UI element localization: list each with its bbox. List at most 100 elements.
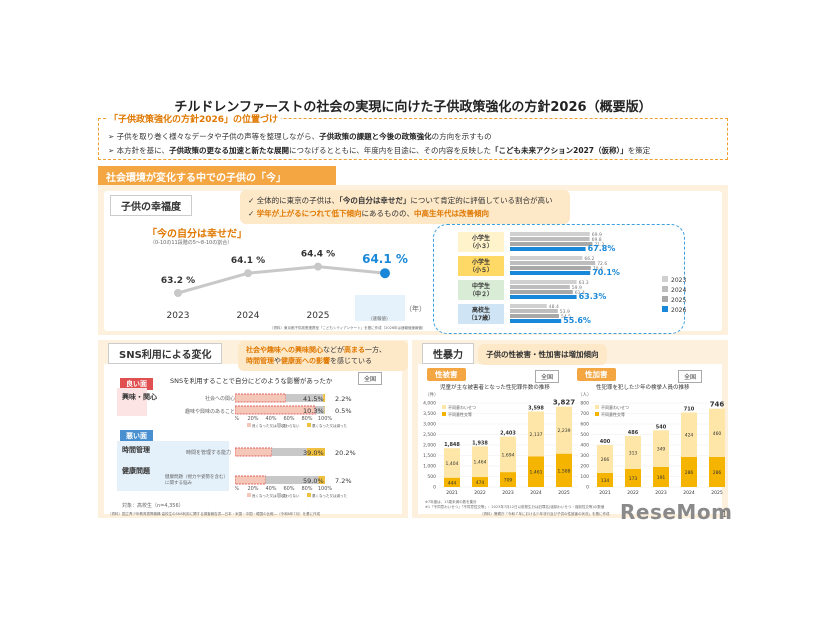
sns-bar-label: 20.2% xyxy=(335,449,356,457)
sns-tick-label: 20% xyxy=(247,486,258,492)
grade-bar-label: 72.6 xyxy=(597,261,607,267)
stacked-top-label: 1,694 xyxy=(502,452,515,458)
stacked-top-label: 424 xyxy=(685,433,694,439)
sns-bar-segment xyxy=(306,448,325,456)
sns-legend-swatch xyxy=(277,423,281,427)
stacked-bar-bottom xyxy=(681,456,697,487)
stacked-year-label: 2025 xyxy=(558,490,570,496)
stacked-legend-swatch xyxy=(595,405,599,409)
sns-bar-label: 2.2% xyxy=(335,395,352,403)
grade-bar-label: 71.2 xyxy=(594,242,604,248)
offender-tag: 性加害 xyxy=(577,368,616,381)
sns-bad-tag: 悪い面 xyxy=(120,430,153,442)
wellbeing-callout: ✓ 全体的に東京の子供は、「今の自分は幸せだ」について肯定的に評価している割合が… xyxy=(240,190,570,224)
offender-unit: （人） xyxy=(578,393,592,398)
grade-legend-label: 2026 xyxy=(671,307,686,314)
grade-legend-label: 2024 xyxy=(671,287,686,294)
stacked-tick-label: 3,500 xyxy=(423,411,436,417)
stacked-bar-bottom xyxy=(625,468,641,487)
sns-bar-segment xyxy=(318,476,325,484)
grade-bar-label: 55.6% xyxy=(563,316,591,325)
wellbeing-point xyxy=(380,268,390,279)
sns-bar-segment xyxy=(235,475,266,485)
wellbeing-year-label: 2025 xyxy=(307,311,330,321)
grade-legend-label: 2023 xyxy=(671,277,686,284)
grade-bar-label: 53.9 xyxy=(560,309,570,315)
sns-row-1-label: 社会への関心 xyxy=(205,396,236,402)
wellbeing-point xyxy=(244,269,252,278)
grade-category-sublabel: （小５） xyxy=(469,266,493,274)
sns-tick-label: 100% xyxy=(318,486,333,492)
grade-bar xyxy=(510,309,558,313)
sns-good-category: 興味・関心 xyxy=(122,393,157,401)
grade-legend-label: 2025 xyxy=(671,297,686,304)
wellbeing-source: （資料）東京都子供政策連携室「こどもシティアンケート」を基に作成（2026年は速… xyxy=(270,326,426,330)
sns-bar-segment xyxy=(315,406,325,414)
sns-bad-category-2: 健康問題 xyxy=(122,467,150,475)
grade-category-label: 小学生 xyxy=(471,258,490,266)
grade-legend-swatch xyxy=(662,306,668,312)
sns-bar-segment xyxy=(265,476,319,484)
year-unit: （年） xyxy=(405,305,426,313)
grade-bar xyxy=(510,285,570,289)
sns-row-2-label: 趣味や興味のあること xyxy=(185,409,236,415)
stacked-bottom-label: 1,461 xyxy=(530,470,543,476)
grade-bar xyxy=(510,232,590,236)
sns-bar-label: 41.5% xyxy=(303,395,324,403)
grade-bar xyxy=(510,290,573,294)
stacked-tick-label: 500 xyxy=(427,474,436,480)
sns-bar-segment xyxy=(235,393,287,403)
grade-category-bg xyxy=(458,232,504,252)
stacked-bar-top xyxy=(653,430,669,467)
stacked-legend-swatch xyxy=(442,412,446,416)
wellbeing-point xyxy=(174,289,182,297)
sei-note-2: ※1「不同意わいせつ」「不同意性交等」：2023年7月12日以前発生分は旧罪名(… xyxy=(425,505,605,509)
grade-bar xyxy=(510,319,562,323)
stacked-total-label: 3,598 xyxy=(528,405,544,411)
grade-bar xyxy=(510,237,590,241)
sns-bar-label: 39.0% xyxy=(303,449,324,457)
position-label: 「子供政策強化の方針2026」の位置づけ xyxy=(106,112,282,125)
stacked-legend-label: 不同意わいせつ xyxy=(601,404,629,410)
stacked-top-label: 266 xyxy=(601,457,610,463)
grade-legend-swatch xyxy=(662,276,668,282)
stacked-top-label: 1,464 xyxy=(474,460,487,466)
grade-bar-label: 63.3 xyxy=(579,280,589,286)
wellbeing-year-label: 2024 xyxy=(237,311,260,321)
grade-legend-swatch xyxy=(662,286,668,292)
stacked-total-label: 1,938 xyxy=(472,440,488,446)
sns-legend-swatch xyxy=(307,493,311,497)
stacked-bar-bottom xyxy=(472,477,488,487)
grade-bar-label: 70.1% xyxy=(592,268,620,277)
stacked-year-label: 2022 xyxy=(474,490,486,496)
grade-bar xyxy=(510,266,591,270)
stacked-total-label: 3,827 xyxy=(553,399,575,407)
sns-bar-segment xyxy=(235,447,273,457)
stacked-tick-label: 500 xyxy=(580,432,589,438)
stacked-year-label: 2025 xyxy=(711,490,723,496)
stacked-tick-label: 1,000 xyxy=(423,464,436,470)
grade-bar xyxy=(510,304,547,308)
stacked-bottom-label: 191 xyxy=(657,475,666,481)
stacked-tick-label: 0 xyxy=(586,485,589,491)
grade-category-sublabel: （中２） xyxy=(469,290,493,298)
grade-bar-chart: 小学生（小３）69.969.871.267.8%小学生（小５）66.272.67… xyxy=(458,232,686,325)
stacked-bar-top xyxy=(528,411,544,457)
stacked-bottom-label: 474 xyxy=(476,480,485,486)
stacked-bar-top xyxy=(556,406,572,454)
wellbeing-value-label: 64.1 % xyxy=(231,256,265,266)
stacked-bar-bottom xyxy=(709,456,725,487)
sns-bar-label: 10.3% xyxy=(303,407,324,415)
grade-bar-label: 54.5 xyxy=(561,314,571,320)
sns-tick-label: 40% xyxy=(265,486,276,492)
stacked-year-label: 2024 xyxy=(530,490,542,496)
stacked-year-label: 2023 xyxy=(655,490,667,496)
stacked-tick-label: 800 xyxy=(580,401,589,407)
stacked-bar-top xyxy=(597,445,613,473)
resemom-logo: ReseMom xyxy=(620,500,733,524)
sns-tick-label: 80% xyxy=(301,416,312,422)
sns-legend-label: 良くなった又は増えた xyxy=(252,423,287,428)
stacked-bar-bottom xyxy=(528,456,544,487)
stacked-bar-top xyxy=(709,408,725,457)
stacked-tick-label: 200 xyxy=(580,464,589,470)
